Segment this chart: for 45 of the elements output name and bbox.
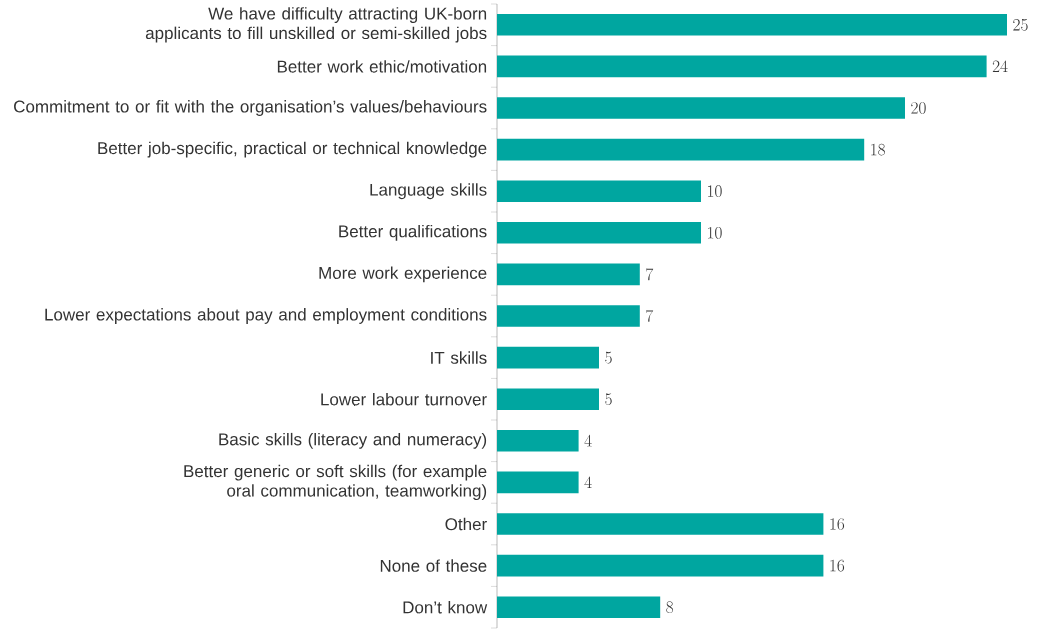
y-tick-label: Don’t know (403, 600, 488, 614)
bar (497, 263, 640, 286)
y-tick-label: Better work ethic/motivation (277, 60, 487, 73)
y-tick-label: Basic skills (literacy and numeracy) (219, 432, 487, 449)
data-label: 24 (992, 60, 1008, 72)
bar (497, 388, 599, 411)
data-label: 7 (646, 268, 654, 281)
bar (497, 221, 701, 244)
y-tick-label: Better job-specific, practical or technical knowledge (98, 141, 487, 158)
y-tick-label: Better generic or soft skills (for example oral communication, teamworking) (184, 464, 487, 501)
y-tick-label: Commitment to or fit with the organisation’s values/behaviours (14, 100, 487, 116)
data-label: 4 (584, 476, 592, 488)
bar (497, 346, 599, 369)
bar (497, 97, 905, 119)
bar (497, 305, 640, 327)
bar (497, 55, 987, 78)
data-label: 4 (584, 434, 592, 447)
y-tick-label: We have difficulty attracting UK-born applicants to fill unskilled or semi-skilled jobs (145, 7, 487, 43)
bar (497, 138, 865, 161)
y-tick-label: More work experience (319, 266, 487, 283)
y-tick-label: Better qualifications (339, 224, 487, 241)
y-tick-label: Language skills (370, 183, 487, 200)
bar (497, 180, 701, 203)
data-label: 16 (830, 559, 845, 572)
y-tick-label: Lower labour turnover (321, 392, 487, 406)
bar (497, 513, 824, 535)
data-label: 5 (605, 351, 612, 364)
data-label: 10 (708, 226, 722, 239)
y-tick-label: IT skills (431, 351, 487, 364)
data-label: 16 (830, 518, 845, 530)
data-label: 18 (871, 143, 885, 156)
data-label: 5 (605, 393, 612, 406)
data-label: 7 (646, 309, 654, 322)
bar (497, 13, 1007, 36)
data-label: 10 (708, 185, 722, 198)
y-tick-label: None of these (380, 559, 487, 572)
bar (497, 429, 579, 452)
data-label: 25 (1013, 18, 1028, 31)
bar (497, 471, 579, 494)
data-label: 8 (666, 601, 674, 614)
bar (497, 554, 824, 577)
y-tick-label: Other (445, 517, 487, 531)
y-tick-label: Lower expectations about pay and employment conditions (45, 308, 487, 324)
bar (497, 596, 661, 619)
data-label: 20 (911, 102, 926, 114)
